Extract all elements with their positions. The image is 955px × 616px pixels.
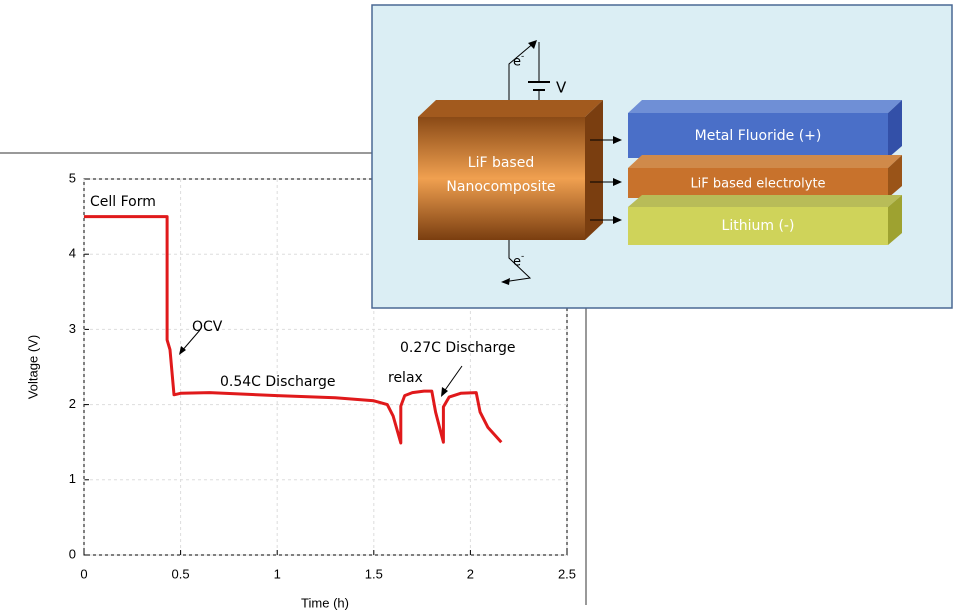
x-tick-label: 1.5 [365,566,383,581]
block-side [585,100,603,240]
x-tick-label: 1 [274,566,281,581]
annotation: OCV [192,319,223,335]
layer-label: Lithium (-) [722,218,795,234]
y-tick-label: 0 [69,546,76,561]
layer-top [628,155,902,168]
x-axis-label: Time (h) [301,595,349,610]
y-tick-label: 5 [69,170,76,185]
x-tick-label: 2 [467,566,474,581]
inset: e - e - V LiF based Nanocomposite Metal … [372,5,952,308]
y-axis-label: Voltage (V) [25,335,40,399]
y-tick-label: 2 [69,396,76,411]
x-tick-label: 2.5 [558,566,576,581]
y-tick-label: 1 [69,471,76,486]
block-label: Nanocomposite [446,179,555,195]
electron-charge: - [521,252,524,262]
figure: 0 1 2 3 4 5 0 0.5 1 1.5 2 2.5 Cell Form OCV 0.54C Disc… [0,0,955,616]
electron-label: e [513,55,521,70]
electron-label: e [513,255,521,270]
electron-charge: - [521,52,524,62]
annotation: relax [388,370,423,386]
y-tick-label: 3 [69,321,76,336]
annotation: 0.27C Discharge [400,340,516,356]
x-tick-label: 0.5 [172,566,190,581]
annotation: Cell Form [90,194,156,210]
layer-label: LiF based electrolyte [690,177,825,192]
block-label: LiF based [468,155,534,171]
annotation: 0.54C Discharge [220,374,336,390]
y-tick-label: 4 [69,246,76,261]
voltage-label: V [556,79,567,97]
layer-top [628,100,902,113]
x-tick-label: 0 [80,566,87,581]
layer-top [628,195,902,207]
layer-label: Metal Fluoride (+) [695,128,822,144]
block-top [418,100,603,117]
